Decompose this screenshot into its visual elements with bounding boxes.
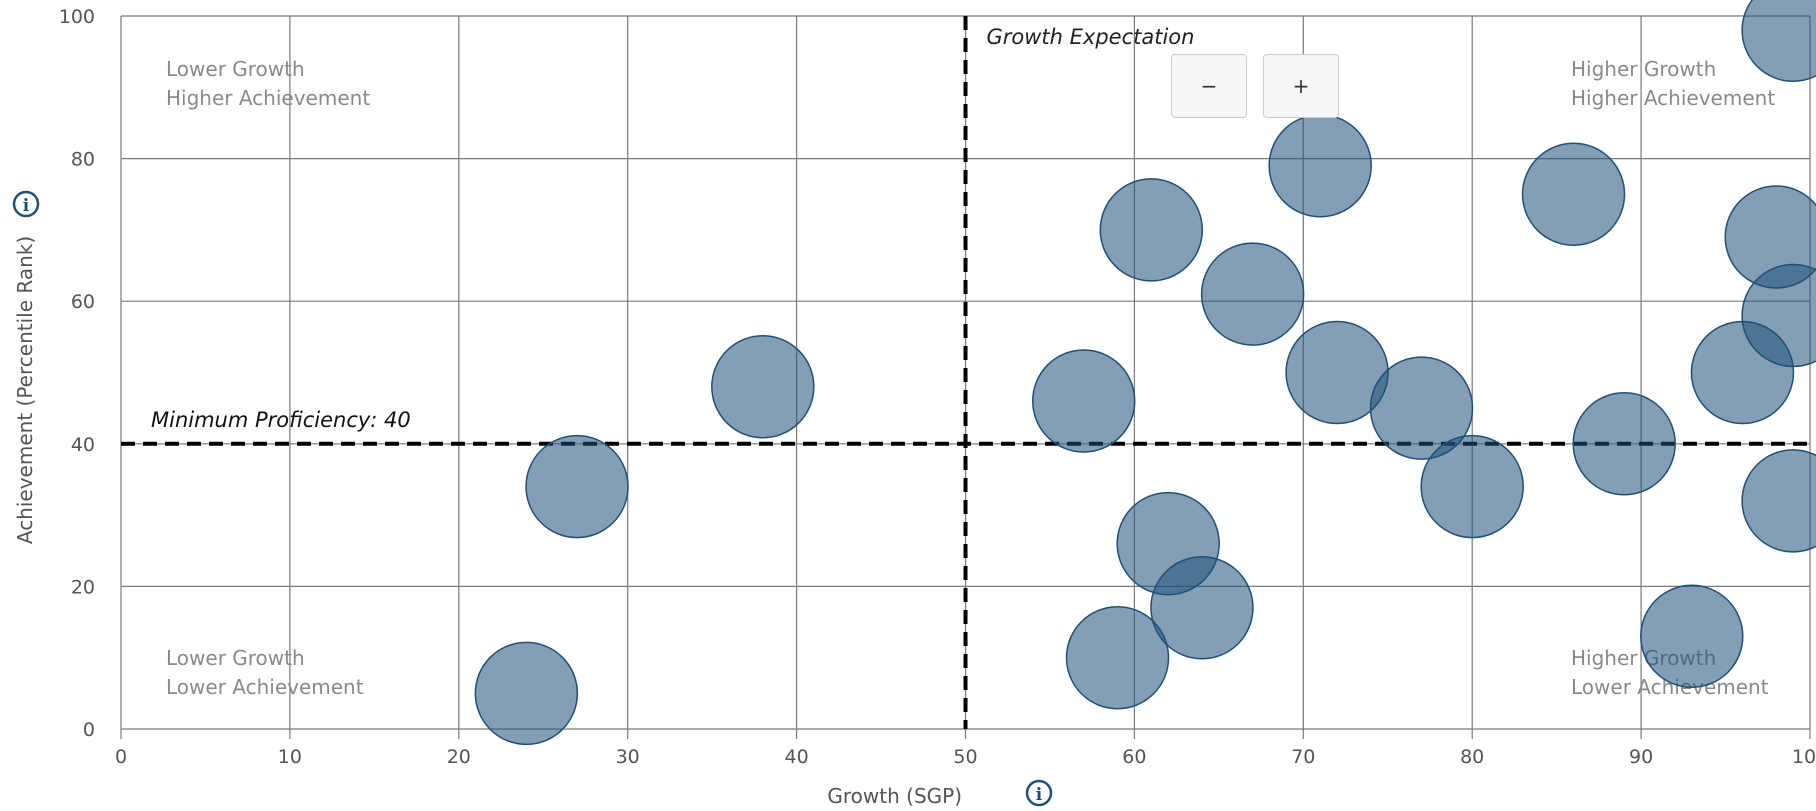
y-tick-label: 20 bbox=[71, 576, 95, 598]
data-point bbox=[1420, 434, 1524, 539]
axes: 0 10 20 30 40 50 60 70 80 90 100 0 20 40 60 80 100 Growth… bbox=[12, 6, 1816, 808]
data-point bbox=[1741, 263, 1816, 368]
quadrant-label-top-right-line: Higher Achievement bbox=[1571, 86, 1775, 110]
x-tick-label: 70 bbox=[1291, 746, 1315, 768]
quadrant-label-top-left-line: Higher Achievement bbox=[166, 86, 370, 110]
quadrant-label-bottom-left: Lower Growth Lower Achievement bbox=[166, 646, 364, 699]
data-point bbox=[1572, 392, 1676, 496]
y-axis-title: Achievement (Percentile Rank) bbox=[13, 236, 37, 544]
data-points bbox=[474, 0, 1816, 746]
data-point bbox=[1521, 142, 1626, 246]
y-tick-label: 60 bbox=[71, 291, 95, 313]
reference-lines: Growth Expectation Minimum Proficiency: 4… bbox=[121, 16, 1810, 729]
y-tick-label: 0 bbox=[83, 719, 95, 741]
data-point bbox=[1640, 584, 1744, 689]
quadrant-label-bottom-left-line: Lower Growth bbox=[166, 646, 305, 670]
y-tick-label: 40 bbox=[71, 434, 95, 456]
data-point bbox=[1065, 605, 1170, 710]
info-icon-ring bbox=[12, 190, 40, 218]
x-tick-label: 10 bbox=[278, 746, 302, 768]
y-axis-info-icon[interactable]: i bbox=[12, 190, 40, 218]
info-icon-glyph: i bbox=[1036, 785, 1043, 805]
zoom-in-button[interactable]: + bbox=[1263, 54, 1339, 118]
data-point bbox=[1031, 349, 1136, 453]
quadrant-label-top-right-line: Higher Growth bbox=[1571, 57, 1716, 81]
x-axis-info-icon[interactable]: i bbox=[1025, 779, 1053, 807]
data-point bbox=[711, 335, 815, 439]
minimum-proficiency-label: Minimum Proficiency: 40 bbox=[151, 408, 411, 432]
quadrant-label-bottom-left-line: Lower Achievement bbox=[166, 675, 364, 699]
data-point bbox=[1150, 556, 1254, 660]
data-point bbox=[1099, 178, 1204, 282]
data-point bbox=[474, 641, 579, 746]
x-tick-label: 40 bbox=[785, 746, 809, 768]
info-icon-ring bbox=[1025, 779, 1053, 807]
data-point bbox=[1741, 449, 1816, 553]
x-tick-label: 50 bbox=[953, 746, 977, 768]
quadrant-label-top-right: Higher Growth Higher Achievement bbox=[1571, 57, 1775, 110]
data-point bbox=[525, 434, 629, 539]
x-tick-label: 100 bbox=[1792, 746, 1816, 768]
data-point bbox=[1268, 113, 1372, 218]
x-tick-label: 60 bbox=[1122, 746, 1146, 768]
data-point bbox=[1369, 356, 1474, 460]
x-tick-label: 80 bbox=[1460, 746, 1484, 768]
y-tick-label: 100 bbox=[59, 6, 95, 28]
x-tick-label: 30 bbox=[616, 746, 640, 768]
growth-expectation-label: Growth Expectation bbox=[987, 25, 1195, 49]
x-tick-label: 20 bbox=[447, 746, 471, 768]
data-point bbox=[1741, 0, 1816, 82]
quadrant-label-top-left-line: Lower Growth bbox=[166, 57, 305, 81]
quadrant-label-top-left: Lower Growth Higher Achievement bbox=[166, 57, 370, 110]
x-tick-label: 90 bbox=[1629, 746, 1653, 768]
y-tick-label: 80 bbox=[71, 149, 95, 171]
x-axis-title: Growth (SGP) bbox=[827, 784, 962, 808]
zoom-out-button[interactable]: − bbox=[1171, 54, 1247, 118]
info-icon-glyph: i bbox=[23, 196, 30, 216]
data-point bbox=[1200, 242, 1305, 346]
x-tick-label: 0 bbox=[115, 746, 127, 768]
